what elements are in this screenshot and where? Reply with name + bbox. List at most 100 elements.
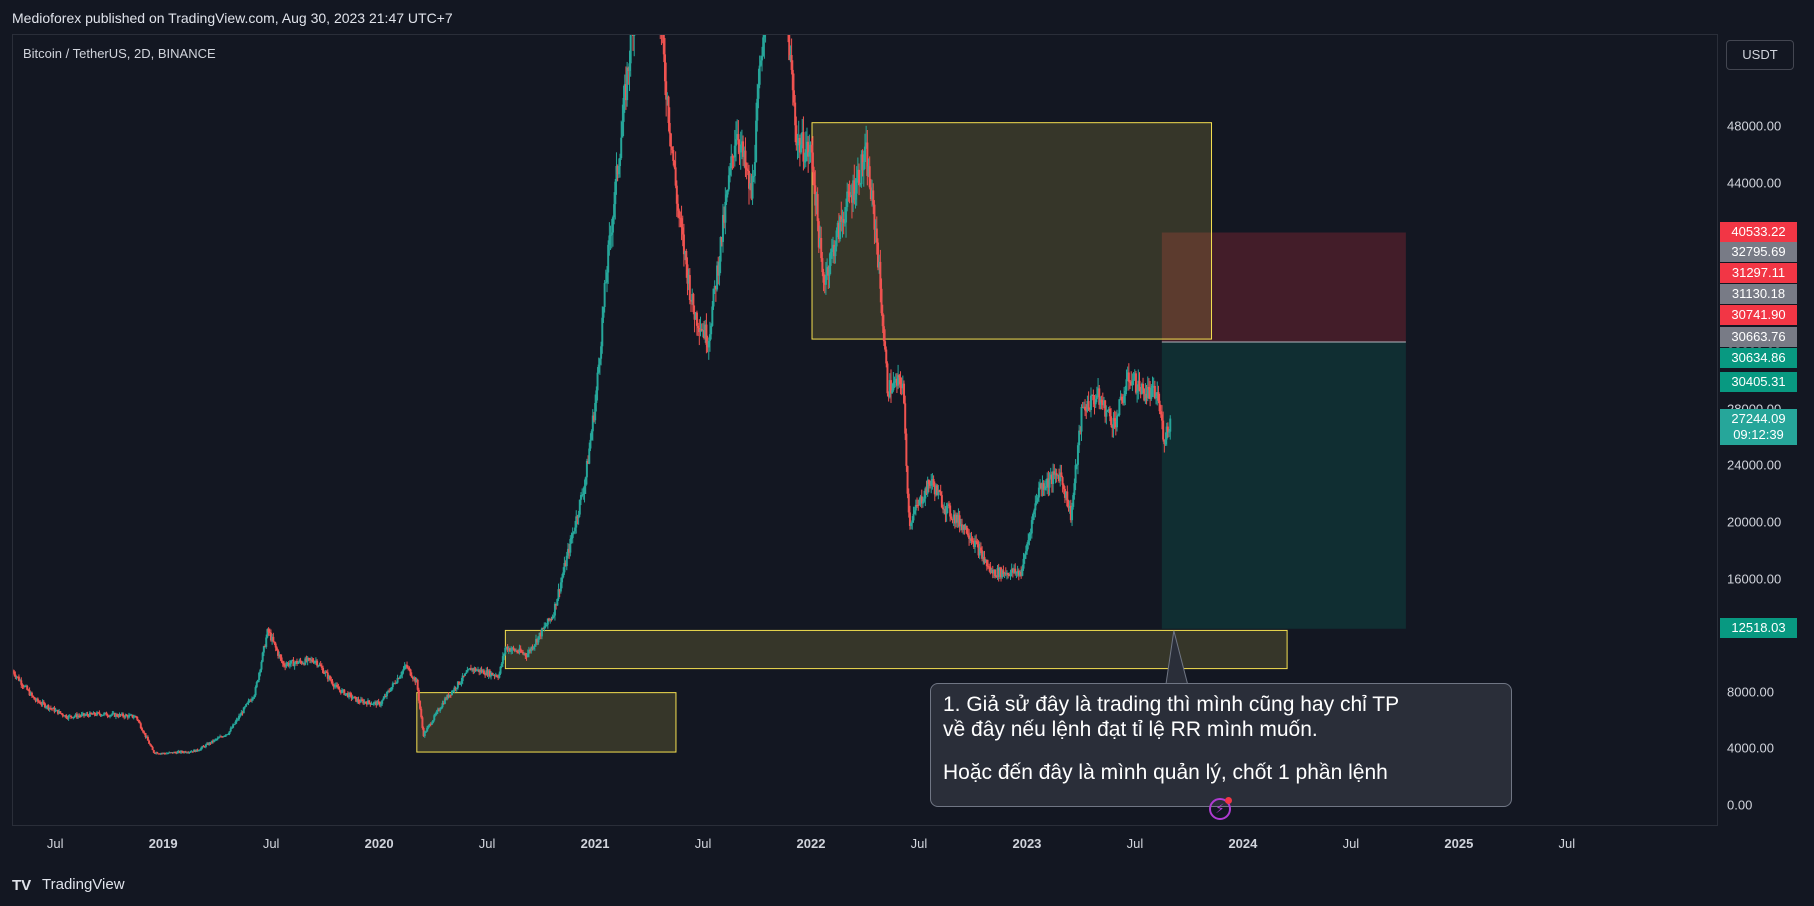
candle-body-276 bbox=[339, 689, 341, 690]
candle-body-102 bbox=[133, 717, 135, 718]
x-tick-10: Jul bbox=[1127, 836, 1144, 851]
candle-body-361 bbox=[439, 709, 441, 711]
x-tick-7: 2022 bbox=[797, 836, 826, 851]
symbol-title[interactable]: Bitcoin / TetherUS, 2D, BINANCE bbox=[23, 46, 216, 61]
candle-body-197 bbox=[245, 704, 247, 706]
candle-body-447 bbox=[541, 628, 543, 636]
candle-body-755 bbox=[905, 434, 907, 466]
y-tick-9: 8000.00 bbox=[1727, 684, 1774, 699]
candle-body-383 bbox=[465, 673, 467, 674]
candle-body-876 bbox=[1049, 479, 1051, 488]
candle-body-210 bbox=[260, 662, 262, 670]
last-price-label: 27244.09 09:12:39 bbox=[1720, 409, 1797, 445]
candle-body-720 bbox=[864, 147, 866, 162]
x-tick-0: Jul bbox=[47, 836, 64, 851]
candle-body-220 bbox=[272, 637, 274, 642]
x-tick-3: 2020 bbox=[365, 836, 394, 851]
price-label-7: 30405.31 bbox=[1720, 372, 1797, 392]
x-tick-1: 2019 bbox=[149, 836, 178, 851]
x-tick-13: 2025 bbox=[1444, 836, 1473, 851]
brand-name: TradingView bbox=[42, 876, 125, 893]
zone-1 bbox=[812, 123, 1212, 339]
candle-body-941 bbox=[1125, 379, 1127, 391]
candle-body-287 bbox=[352, 698, 354, 699]
x-tick-11: 2024 bbox=[1228, 836, 1257, 851]
candle-body-214 bbox=[265, 637, 267, 646]
candle-body-312 bbox=[381, 700, 383, 703]
candle-body-119 bbox=[153, 750, 155, 753]
y-tick-10: 4000.00 bbox=[1727, 741, 1774, 756]
y-tick-8: 16000.00 bbox=[1727, 571, 1781, 586]
candle-body-450 bbox=[544, 626, 546, 627]
header-bar: Medioforex published on TradingView.com,… bbox=[0, 0, 1814, 34]
y-tick-7: 20000.00 bbox=[1727, 514, 1781, 529]
candle-body-385 bbox=[468, 669, 470, 670]
candle-body-555 bbox=[669, 123, 671, 134]
candle-body-16 bbox=[31, 693, 33, 696]
candle-body-572 bbox=[689, 275, 691, 300]
candle-body-301 bbox=[368, 700, 370, 702]
y-tick-6: 24000.00 bbox=[1727, 458, 1781, 473]
candle-body-346 bbox=[421, 717, 423, 728]
candle-body-978 bbox=[1169, 419, 1171, 432]
notification-dot bbox=[1225, 797, 1232, 804]
x-tick-14: Jul bbox=[1559, 836, 1576, 851]
x-tick-9: 2023 bbox=[1012, 836, 1041, 851]
price-label-5: 30663.76 bbox=[1720, 327, 1797, 347]
x-tick-5: 2021 bbox=[581, 836, 610, 851]
candle-body-522 bbox=[630, 35, 632, 63]
last-price-value: 27244.09 bbox=[1720, 411, 1797, 427]
candle-body-903 bbox=[1081, 407, 1083, 432]
x-tick-2: Jul bbox=[263, 836, 280, 851]
price-label-6: 30634.86 bbox=[1720, 348, 1797, 368]
annotation-note[interactable]: 1. Giả sử đây là trading thì mình cũng h… bbox=[930, 683, 1512, 807]
bar-countdown: 09:12:39 bbox=[1720, 427, 1797, 443]
candle-body-525 bbox=[633, 35, 635, 36]
price-axis[interactable]: 48000.0044000.0040000.0036000.0032000.00… bbox=[1719, 34, 1814, 826]
y-tick-11: 0.00 bbox=[1727, 797, 1752, 812]
candle-body-739 bbox=[886, 363, 888, 393]
price-label-1: 32795.69 bbox=[1720, 242, 1797, 262]
zone-3 bbox=[417, 693, 676, 752]
price-label-4: 30741.90 bbox=[1720, 305, 1797, 325]
candle-body-830 bbox=[994, 570, 996, 576]
note-line-3: Hoặc đến đây là mình quản lý, chốt 1 phầ… bbox=[943, 760, 1499, 785]
candle-body-558 bbox=[672, 150, 674, 161]
candle-body-192 bbox=[239, 715, 241, 716]
candle-body-40 bbox=[59, 711, 61, 713]
candle-body-602 bbox=[724, 202, 726, 223]
note-line-1: 1. Giả sử đây là trading thì mình cũng h… bbox=[943, 692, 1499, 717]
price-label-3: 31130.18 bbox=[1720, 284, 1797, 304]
candle-body-514 bbox=[620, 138, 622, 158]
candle-body-257 bbox=[316, 661, 318, 666]
candle-body-488 bbox=[589, 440, 591, 449]
x-tick-8: Jul bbox=[911, 836, 928, 851]
candle-body-343 bbox=[418, 690, 420, 701]
price-label-8: 12518.03 bbox=[1720, 618, 1797, 638]
price-label-0: 40533.22 bbox=[1720, 222, 1797, 242]
x-tick-12: Jul bbox=[1343, 836, 1360, 851]
candle-body-793 bbox=[950, 517, 952, 519]
candle-body-680 bbox=[817, 194, 819, 221]
candle-body-627 bbox=[754, 162, 756, 176]
take-profit-area bbox=[1162, 342, 1406, 629]
note-line-2: về đây nếu lệnh đạt tỉ lệ RR mình muốn. bbox=[943, 717, 1499, 742]
candle-body-205 bbox=[255, 687, 257, 695]
candle-body-911 bbox=[1090, 396, 1092, 410]
publisher-caption: Medioforex published on TradingView.com,… bbox=[12, 10, 453, 26]
price-label-2: 31297.11 bbox=[1720, 263, 1797, 283]
candle-body-500 bbox=[604, 283, 606, 307]
candle-body-972 bbox=[1162, 421, 1164, 440]
candle-body-761 bbox=[912, 514, 914, 521]
candle-body-935 bbox=[1118, 399, 1120, 415]
footer-bar: TV TradingView bbox=[0, 866, 1814, 906]
candle-body-590 bbox=[710, 326, 712, 334]
candle-body-631 bbox=[759, 66, 761, 85]
time-axis[interactable]: Jul 2019 Jul 2020 Jul 2021 Jul 2022 Jul 2023 Jul 20… bbox=[12, 826, 1718, 866]
candle-body-49 bbox=[70, 716, 72, 717]
x-tick-6: Jul bbox=[695, 836, 712, 851]
y-tick-0: 48000.00 bbox=[1727, 118, 1781, 133]
candle-body-494 bbox=[597, 373, 599, 391]
candle-body-933 bbox=[1116, 416, 1118, 427]
candle-body-955 bbox=[1142, 384, 1144, 389]
